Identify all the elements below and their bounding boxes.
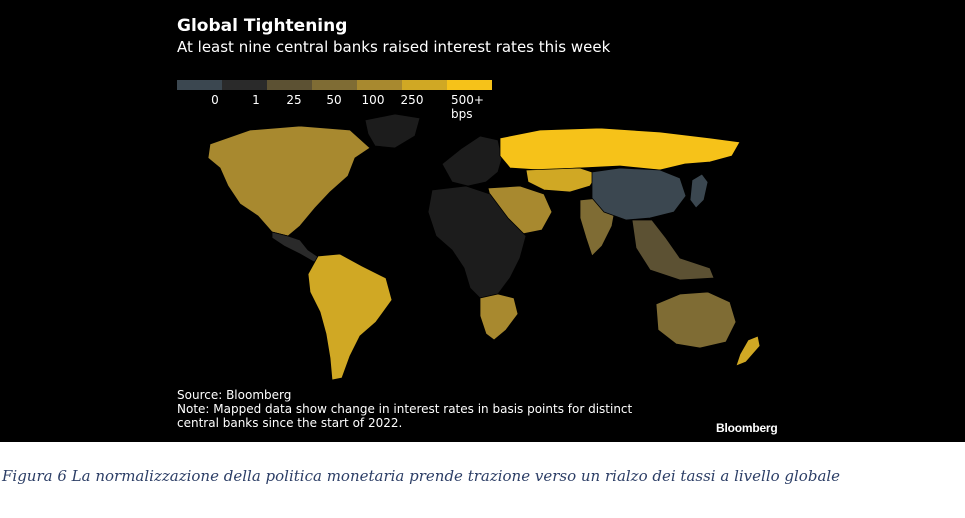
legend-label: 1 xyxy=(252,93,260,107)
legend-label: 50 xyxy=(326,93,342,107)
figure-caption: Figura 6 La normalizzazione della politi… xyxy=(2,467,841,485)
region-japan xyxy=(689,173,709,209)
legend-swatch-6 xyxy=(447,80,492,90)
legend-label: 250 xyxy=(400,93,424,107)
region-central-america xyxy=(271,231,321,263)
legend-swatch-3 xyxy=(312,80,357,90)
region-central-asia xyxy=(525,167,599,193)
legend-color-scale xyxy=(177,80,492,90)
region-russia xyxy=(499,127,741,171)
region-southern-africa xyxy=(479,293,519,341)
region-north-america xyxy=(207,125,371,237)
legend-label: 0 xyxy=(211,93,219,107)
legend-swatch-0 xyxy=(177,80,222,90)
legend-labels: 0 1 25 50 100 250 500+ bps xyxy=(177,93,517,121)
legend-swatch-5 xyxy=(402,80,447,90)
legend-swatch-4 xyxy=(357,80,402,90)
region-australia xyxy=(655,291,737,349)
bloomberg-logo: Bloomberg xyxy=(716,421,778,435)
source-note: Source: Bloomberg xyxy=(177,388,292,402)
legend-swatch-1 xyxy=(222,80,267,90)
chart-panel: Global Tightening At least nine central … xyxy=(0,0,965,442)
legend-label: 500+ bps xyxy=(451,93,484,121)
chart-title: Global Tightening xyxy=(177,16,348,36)
legend-label: 25 xyxy=(286,93,302,107)
legend-swatch-2 xyxy=(267,80,312,90)
region-new-zealand xyxy=(735,335,761,367)
region-southeast-asia xyxy=(631,219,715,281)
region-south-america xyxy=(307,253,393,381)
region-greenland xyxy=(364,113,421,149)
legend-label: 100 xyxy=(361,93,385,107)
world-map xyxy=(207,113,761,381)
chart-subtitle: At least nine central banks raised inter… xyxy=(177,38,611,56)
region-china xyxy=(591,167,687,221)
data-note: Note: Mapped data show change in interes… xyxy=(177,402,633,430)
region-europe xyxy=(441,135,503,187)
